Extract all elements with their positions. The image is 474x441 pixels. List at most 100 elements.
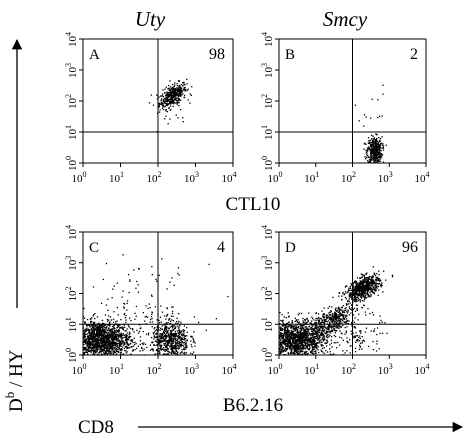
data-point [372, 150, 374, 152]
data-point [314, 348, 316, 350]
data-point [282, 319, 284, 321]
data-point [318, 316, 320, 319]
data-point [345, 303, 347, 305]
data-point [182, 82, 184, 84]
data-point [122, 341, 124, 343]
data-point [96, 341, 99, 343]
data-point [129, 327, 132, 330]
data-point [100, 324, 102, 327]
data-point [120, 351, 122, 353]
data-point [281, 329, 284, 331]
data-point [85, 349, 88, 351]
data-point [176, 343, 178, 345]
data-point [365, 284, 367, 286]
data-point [191, 335, 193, 338]
data-point [151, 295, 153, 297]
data-point [292, 340, 295, 342]
data-point [179, 88, 181, 91]
data-point [90, 327, 93, 330]
data-point [380, 154, 382, 157]
data-point [288, 340, 291, 342]
data-point [289, 337, 292, 339]
data-point [286, 347, 288, 350]
data-point [284, 344, 287, 346]
data-point [372, 279, 375, 281]
data-point [295, 320, 297, 322]
data-point [318, 341, 320, 343]
data-point [377, 283, 380, 285]
data-point [115, 329, 118, 331]
data-point [350, 308, 352, 310]
data-point [307, 334, 310, 336]
data-point [375, 153, 377, 155]
data-point [127, 346, 129, 348]
data-point [161, 258, 163, 260]
data-point [112, 341, 114, 344]
data-point [100, 341, 103, 343]
data-point [95, 324, 97, 327]
data-point [121, 326, 123, 328]
data-point [167, 340, 169, 342]
data-point [177, 96, 179, 98]
data-point [322, 328, 324, 330]
data-point [175, 345, 177, 347]
data-point [356, 299, 358, 301]
data-point [292, 347, 294, 349]
data-point [91, 333, 93, 335]
data-point [114, 351, 117, 354]
data-point [101, 326, 103, 328]
data-point [98, 329, 100, 332]
data-point [379, 155, 381, 157]
data-point [372, 282, 374, 284]
data-point [89, 342, 91, 345]
data-point [299, 345, 302, 348]
data-point [281, 345, 283, 347]
data-point [104, 341, 106, 343]
data-point [373, 288, 375, 290]
data-point [348, 300, 350, 302]
data-point [127, 337, 130, 339]
data-point [154, 336, 157, 338]
data-point [110, 342, 112, 344]
data-point [113, 340, 115, 342]
data-point [152, 348, 154, 351]
data-point [357, 283, 359, 285]
data-point [312, 329, 315, 331]
data-point [85, 343, 87, 345]
data-point [149, 318, 152, 321]
data-point [128, 336, 130, 338]
data-point [323, 318, 325, 320]
data-point [108, 342, 110, 344]
data-point [321, 344, 323, 346]
data-point [170, 102, 173, 104]
data-point [360, 286, 362, 289]
data-point [161, 107, 164, 109]
data-point [311, 330, 313, 332]
data-point [279, 344, 281, 346]
data-point [104, 332, 106, 334]
data-point [112, 353, 115, 355]
data-point [107, 340, 109, 342]
data-point [330, 326, 332, 328]
data-point [294, 320, 296, 323]
data-point [355, 289, 357, 291]
data-point [158, 326, 160, 328]
data-point [335, 326, 337, 328]
data-point [313, 327, 315, 329]
data-point [303, 351, 305, 353]
data-point [378, 154, 380, 156]
data-point [372, 275, 374, 277]
data-point [331, 321, 333, 323]
data-point [315, 328, 317, 330]
data-point [130, 339, 132, 341]
data-point [171, 88, 173, 90]
data-point [149, 349, 152, 351]
data-point [322, 337, 324, 339]
data-point [304, 320, 306, 322]
data-point [378, 156, 380, 158]
data-point [321, 337, 324, 339]
data-point [326, 351, 329, 353]
data-point [112, 349, 114, 351]
data-point [104, 340, 106, 342]
data-point [101, 339, 103, 341]
